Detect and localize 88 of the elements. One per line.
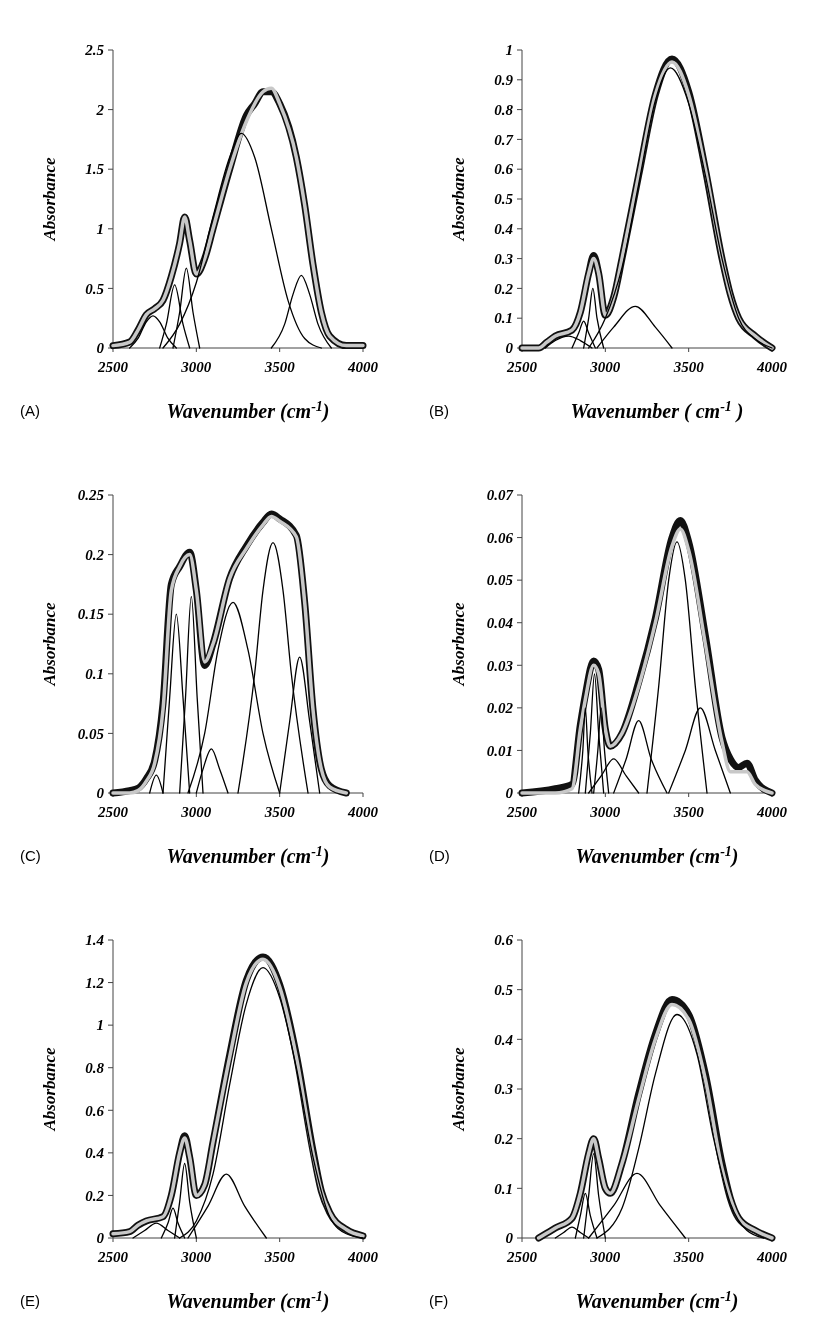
x-tick-label: 3000 xyxy=(589,804,621,820)
y-tick-label: 0.2 xyxy=(494,1130,514,1147)
x-tick-label: 3500 xyxy=(672,1249,705,1265)
y-tick-label: 0 xyxy=(505,1230,514,1247)
y-tick-label: 0.4 xyxy=(85,1145,105,1162)
y-tick-label: 0.6 xyxy=(494,161,514,178)
y-tick-label: 0.01 xyxy=(486,742,513,759)
y-tick-label: 0.05 xyxy=(77,725,105,742)
x-tick-label: 3500 xyxy=(672,359,705,375)
x-tick-label: 2500 xyxy=(506,1249,538,1265)
y-tick-label: 0.6 xyxy=(85,1102,105,1119)
y-tick-label: 0 xyxy=(96,1230,105,1247)
text: (B) xyxy=(429,402,449,419)
x-tick-label: 2500 xyxy=(97,1249,129,1265)
text: (E) xyxy=(20,1292,40,1309)
x-tick-label: 2500 xyxy=(97,359,129,375)
x-axis-title: Wavenumber (cm$^{-1}$) xyxy=(166,843,330,868)
y-axis-title: Absorbance xyxy=(40,601,59,687)
y-tick-label: 0.1 xyxy=(494,1180,513,1197)
y-tick-label: 0.06 xyxy=(486,529,514,546)
x-tick-label: 3500 xyxy=(263,1249,296,1265)
y-tick-label: 1 xyxy=(505,42,513,59)
y-axis-title: Absorbance xyxy=(449,1046,468,1132)
x-tick-label: 4000 xyxy=(756,359,788,375)
x-tick-label: 2500 xyxy=(506,359,538,375)
x-tick-label: 3500 xyxy=(263,359,296,375)
y-tick-label: 0 xyxy=(505,785,514,802)
x-tick-label: 4000 xyxy=(756,804,788,820)
text: (F) xyxy=(429,1292,449,1309)
x-tick-label: 3000 xyxy=(180,1249,212,1265)
x-tick-label: 4000 xyxy=(347,804,379,820)
y-tick-label: 2 xyxy=(95,101,105,118)
y-tick-label: 0.6 xyxy=(494,932,514,949)
y-tick-label: 0.04 xyxy=(486,614,514,631)
text: (C) xyxy=(20,847,41,864)
y-tick-label: 0.02 xyxy=(486,700,514,717)
y-tick-label: 0.15 xyxy=(77,606,105,623)
y-axis-title: Absorbance xyxy=(40,156,59,242)
x-axis-title: Wavenumber (cm$^{-1}$) xyxy=(575,843,739,868)
x-tick-label: 4000 xyxy=(347,359,379,375)
y-axis-title: Absorbance xyxy=(40,1046,59,1132)
x-axis-title: Wavenumber ( cm$^{-1}$ ) xyxy=(570,398,744,423)
y-tick-label: 1 xyxy=(96,221,104,238)
y-tick-label: 0.8 xyxy=(85,1059,105,1076)
y-tick-label: 0.9 xyxy=(494,72,514,89)
y-tick-label: 0.3 xyxy=(494,1081,514,1098)
y-tick-label: 1.5 xyxy=(85,161,105,178)
y-tick-label: 0 xyxy=(96,785,105,802)
y-tick-label: 0.1 xyxy=(494,310,513,327)
y-tick-label: 0.2 xyxy=(85,1187,105,1204)
y-tick-label: 0.7 xyxy=(494,131,514,148)
x-tick-label: 3500 xyxy=(672,804,705,820)
x-tick-label: 3500 xyxy=(263,804,296,820)
y-tick-label: 0 xyxy=(505,340,514,357)
y-tick-label: 0.25 xyxy=(77,487,105,504)
y-tick-label: 1.4 xyxy=(85,932,105,949)
y-tick-label: 0.3 xyxy=(494,250,514,267)
y-tick-label: 0.05 xyxy=(486,572,514,589)
x-tick-label: 2500 xyxy=(97,804,129,820)
y-tick-label: 0.1 xyxy=(85,666,104,683)
x-tick-label: 2500 xyxy=(506,804,538,820)
x-tick-label: 3000 xyxy=(589,1249,621,1265)
x-tick-label: 3000 xyxy=(180,359,212,375)
y-tick-label: 0 xyxy=(96,340,105,357)
x-tick-label: 4000 xyxy=(347,1249,379,1265)
x-tick-label: 4000 xyxy=(756,1249,788,1265)
y-tick-label: 0.2 xyxy=(494,280,514,297)
y-axis-title: Absorbance xyxy=(449,601,468,687)
y-tick-label: 0.4 xyxy=(494,221,514,238)
text: (A) xyxy=(20,402,40,419)
y-tick-label: 0.03 xyxy=(486,657,514,674)
text: (D) xyxy=(429,847,450,864)
y-tick-label: 2.5 xyxy=(84,42,105,59)
y-tick-label: 0.4 xyxy=(494,1031,514,1048)
x-tick-label: 3000 xyxy=(589,359,621,375)
x-tick-label: 3000 xyxy=(180,804,212,820)
y-tick-label: 0.5 xyxy=(494,981,514,998)
y-tick-label: 1.2 xyxy=(85,974,105,991)
y-tick-label: 0.07 xyxy=(486,487,514,504)
y-axis-title: Absorbance xyxy=(449,156,468,242)
x-axis-title: Wavenumber (cm$^{-1}$) xyxy=(166,398,330,423)
x-axis-title: Wavenumber (cm$^{-1}$) xyxy=(575,1288,739,1313)
y-tick-label: 0.5 xyxy=(494,191,514,208)
x-axis-title: Wavenumber (cm$^{-1}$) xyxy=(166,1288,330,1313)
y-tick-label: 0.5 xyxy=(85,280,105,297)
y-tick-label: 0.8 xyxy=(494,101,514,118)
y-tick-label: 1 xyxy=(96,1017,104,1034)
y-tick-label: 0.2 xyxy=(85,546,105,563)
